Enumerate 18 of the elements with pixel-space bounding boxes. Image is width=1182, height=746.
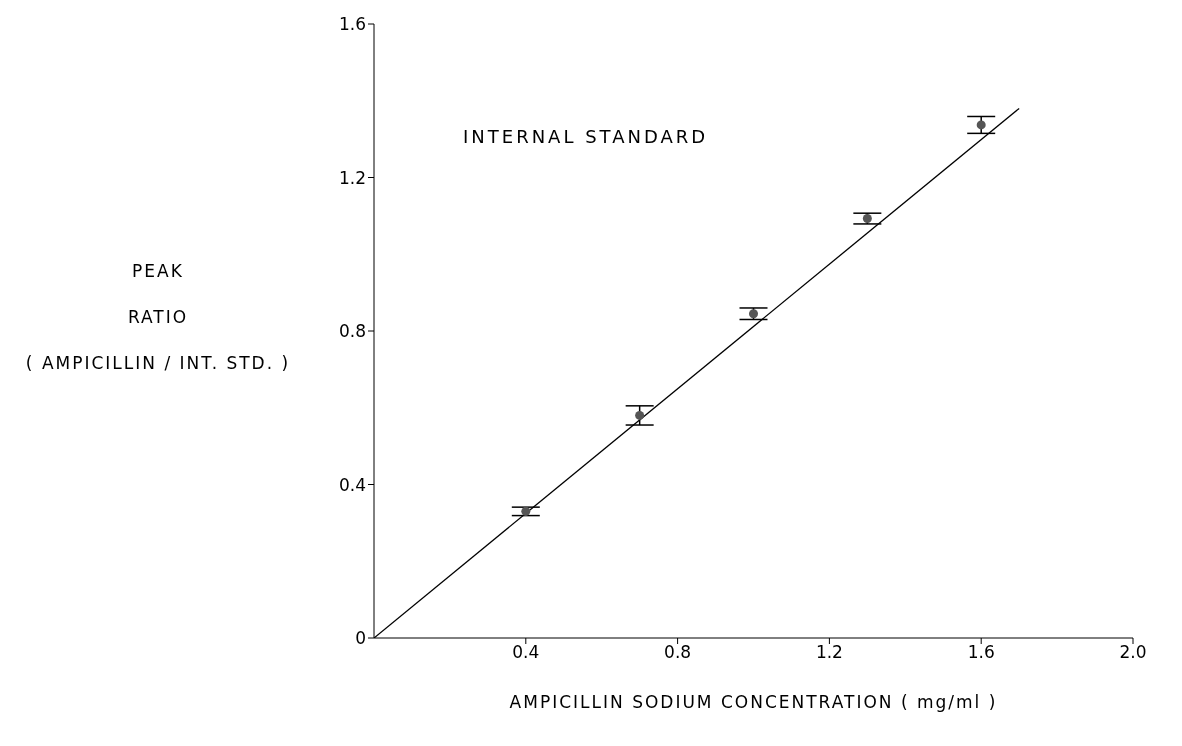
x-tick-label: 0.8	[664, 642, 692, 663]
point	[976, 120, 986, 130]
point	[748, 309, 759, 319]
point	[862, 214, 872, 224]
x-tick-label: 0.4	[512, 642, 540, 663]
x-axis-title: AMPICILLIN SODIUM CONCENTRATION ( mg/ml )	[509, 692, 998, 712]
text: PEAK RATIO ( AMPICILLIN / INT. STD. )	[25, 261, 291, 373]
x-tick-label: 1.2	[815, 642, 843, 663]
x-tick-label: 2.0	[1119, 642, 1147, 663]
point	[521, 506, 531, 516]
x-tick-label: 1.6	[967, 642, 995, 663]
y-tick-label: 1.2	[338, 167, 366, 188]
annotation: INTERNAL STANDARD	[463, 126, 709, 147]
y-tick-label: 0	[355, 628, 366, 649]
y-tick-label: 0.8	[338, 321, 366, 342]
point	[635, 410, 645, 420]
y-tick-label: 1.6	[338, 14, 366, 35]
y-tick-label: 0.4	[338, 474, 366, 495]
